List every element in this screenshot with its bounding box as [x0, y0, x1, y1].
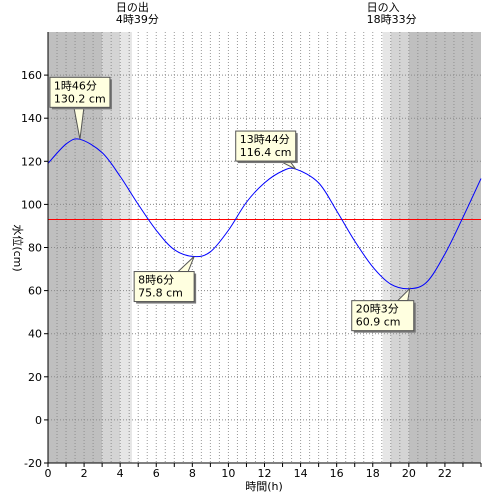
sun-event-time: 18時33分 [367, 13, 417, 26]
x-tick-label: 10 [221, 467, 235, 480]
y-tick-label: 100 [21, 198, 42, 211]
sun-event-label: 日の入 [367, 1, 400, 14]
y-tick-label: 40 [28, 328, 42, 341]
callout-box [49, 76, 111, 108]
x-tick-label: 16 [330, 467, 344, 480]
callout-value: 116.4 cm [240, 146, 292, 159]
callout-box [235, 130, 297, 162]
x-tick-label: 6 [153, 467, 160, 480]
callout-value: 75.8 cm [138, 287, 183, 300]
y-tick-label: 120 [21, 155, 42, 168]
y-tick-label: 80 [28, 242, 42, 255]
x-axis-label: 時間(h) [245, 480, 283, 493]
sun-event-time: 4時39分 [116, 13, 159, 26]
x-tick-label: 4 [117, 467, 124, 480]
y-tick-label: -20 [24, 457, 42, 470]
callout-time: 13時44分 [240, 133, 290, 146]
y-tick-label: 140 [21, 112, 42, 125]
y-axis-label: 水位(cm) [11, 224, 25, 271]
y-tick-label: 0 [35, 414, 42, 427]
axes [44, 32, 482, 467]
callout-value: 60.9 cm [356, 316, 401, 329]
x-tick-label: 20 [402, 467, 416, 480]
callout-box [351, 300, 415, 332]
callout-pointer [176, 256, 195, 273]
y-tick-label: 20 [28, 371, 42, 384]
callout-value: 130.2 cm [54, 92, 106, 105]
x-tick-label: 0 [45, 467, 52, 480]
callout-time: 20時3分 [356, 303, 399, 316]
callout-time: 1時46分 [54, 79, 97, 92]
x-tick-label: 2 [81, 467, 88, 480]
sun-event-label: 日の出 [116, 0, 149, 14]
y-tick-label: 60 [28, 285, 42, 298]
x-tick-label: 8 [189, 467, 196, 480]
y-tick-label: 160 [21, 69, 42, 82]
x-tick-label: 14 [294, 467, 308, 480]
shading-band [382, 32, 391, 463]
x-tick-label: 12 [258, 467, 272, 480]
callout-time: 8時6分 [138, 274, 174, 287]
callout-box [133, 271, 195, 303]
x-tick-label: 18 [366, 467, 380, 480]
x-tick-label: 22 [438, 467, 452, 480]
